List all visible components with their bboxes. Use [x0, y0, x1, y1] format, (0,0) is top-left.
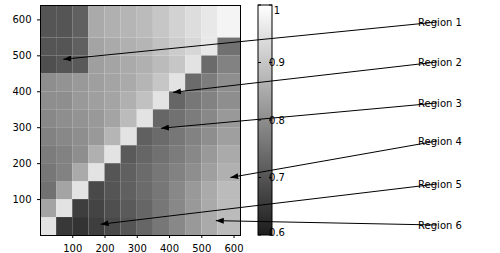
svg-text:Region 1: Region 1 [418, 17, 462, 28]
svg-text:500: 500 [192, 243, 211, 253]
svg-text:600: 600 [12, 14, 31, 25]
svg-text:400: 400 [12, 86, 31, 97]
svg-text:200: 200 [12, 158, 31, 169]
svg-text:Region 5: Region 5 [418, 179, 462, 190]
svg-text:200: 200 [95, 243, 114, 253]
svg-text:400: 400 [160, 243, 179, 253]
svg-text:300: 300 [12, 122, 31, 133]
svg-text:100: 100 [63, 243, 82, 253]
svg-text:Region 2: Region 2 [418, 57, 462, 68]
svg-text:100: 100 [12, 194, 31, 205]
svg-text:1: 1 [274, 5, 280, 16]
svg-text:300: 300 [128, 243, 147, 253]
svg-text:0.6: 0.6 [269, 227, 285, 238]
svg-text:Region 4: Region 4 [418, 136, 462, 147]
svg-text:0.8: 0.8 [269, 115, 285, 126]
svg-text:Region 3: Region 3 [418, 98, 462, 109]
svg-text:600: 600 [225, 243, 244, 253]
svg-text:0.9: 0.9 [269, 57, 285, 68]
svg-text:500: 500 [12, 50, 31, 61]
svg-text:Region 6: Region 6 [418, 220, 462, 231]
svg-text:0.7: 0.7 [269, 172, 285, 183]
